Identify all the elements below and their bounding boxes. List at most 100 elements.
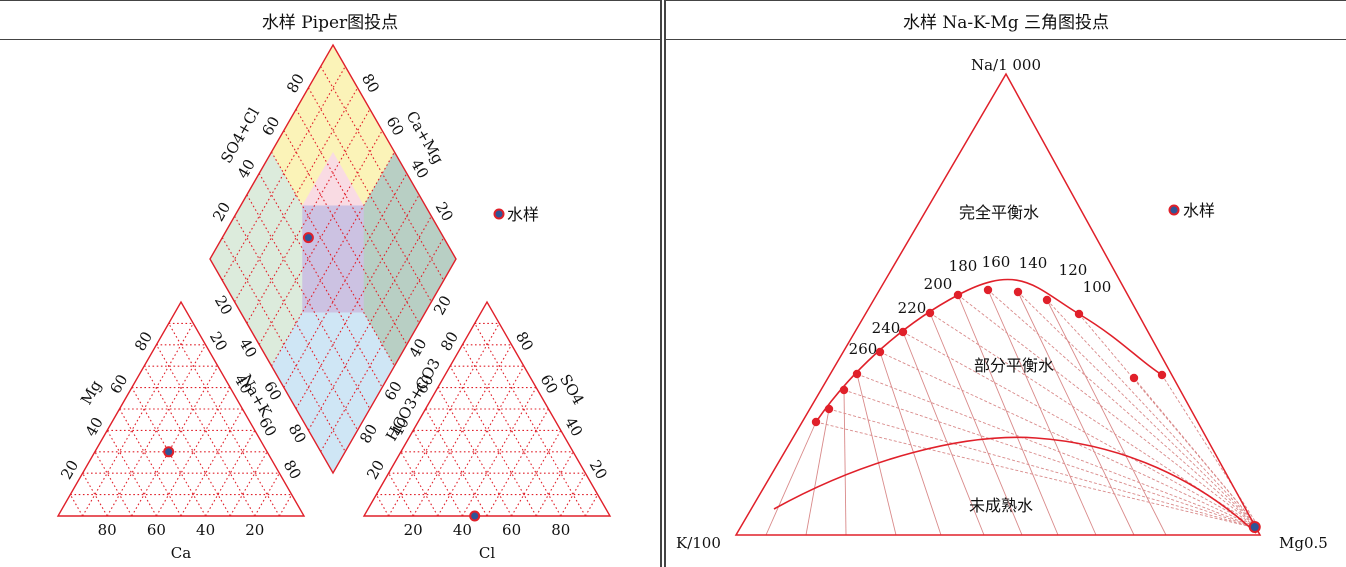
equilibrium-point bbox=[925, 308, 935, 318]
piper-grid-lines bbox=[69, 66, 599, 517]
mg-tick-label: 40 bbox=[82, 414, 107, 440]
nakmg-legend: 水样 bbox=[1168, 201, 1215, 220]
cation-grid-l bbox=[168, 323, 280, 517]
isotherm-dashed-line bbox=[1046, 299, 1261, 530]
cation-grid-r bbox=[229, 451, 268, 517]
isotherm-solid-line bbox=[987, 289, 1097, 536]
cation-grid-r bbox=[131, 365, 219, 517]
equilibrium-point bbox=[839, 385, 849, 395]
hco3-tick-label: 20 bbox=[363, 457, 388, 483]
nak-tick-label: 80 bbox=[280, 457, 305, 483]
anion-grid-l bbox=[412, 430, 463, 517]
piper-panel-title: 水样 Piper图投点 bbox=[0, 0, 660, 40]
isotherm-lines bbox=[765, 289, 1261, 536]
so4cl-tick-label: 80 bbox=[283, 71, 308, 97]
isotherm-dashed-line bbox=[856, 373, 1261, 530]
anion-grid-l bbox=[474, 323, 586, 517]
anion-grid-l bbox=[400, 451, 439, 517]
equilibrium-curves bbox=[773, 278, 1257, 534]
so4cl-tick-label: 20 bbox=[209, 199, 234, 225]
full-equilibrium-curve bbox=[815, 278, 1163, 423]
anion-grid-r bbox=[486, 408, 549, 517]
nakmg-outline bbox=[734, 72, 1262, 536]
ca-tick-label: 60 bbox=[147, 521, 166, 539]
piper-panel: 水样 Piper图投点 20 20 80 20 80 20 20 80 20 20 40 40 60 40… bbox=[0, 0, 660, 567]
isotherm-solid-line bbox=[1017, 291, 1135, 536]
temperature-label: 120 bbox=[1059, 261, 1088, 279]
equilibrium-point bbox=[983, 285, 993, 295]
cl-tick-label: 20 bbox=[404, 521, 423, 539]
diamond-outline bbox=[209, 43, 457, 475]
vertex-k-label: K/100 bbox=[676, 534, 721, 552]
equilibrium-point bbox=[852, 369, 862, 379]
temperature-label: 200 bbox=[924, 275, 953, 293]
panel-divider-left bbox=[660, 0, 662, 567]
isotherm-solid-line bbox=[856, 373, 897, 536]
legend-sample-marker bbox=[493, 208, 505, 220]
immature-water-curve bbox=[773, 436, 1257, 534]
legend-sample-marker bbox=[1168, 204, 1180, 216]
cation-grid-r bbox=[82, 323, 194, 517]
cation-grid-l bbox=[119, 408, 182, 517]
anion-grid-r bbox=[388, 323, 500, 517]
isotherm-dashed-line bbox=[902, 331, 1261, 530]
isotherm-dashed-line bbox=[828, 408, 1261, 530]
cation-grid-r bbox=[180, 408, 243, 517]
isotherm-dashed-line bbox=[843, 389, 1261, 530]
piper-outlines bbox=[56, 43, 612, 517]
temperature-label: 140 bbox=[1019, 254, 1048, 272]
cl-tick-label: 40 bbox=[453, 521, 472, 539]
temperature-label: 160 bbox=[982, 253, 1011, 271]
equilibrium-points bbox=[811, 285, 1167, 427]
so4cl-axis-label: SO4+Cl bbox=[217, 104, 263, 166]
anion-sample-point bbox=[469, 510, 481, 522]
equilibrium-point bbox=[1042, 295, 1052, 305]
mg-tick-label: 80 bbox=[131, 329, 156, 355]
equilibrium-point bbox=[1074, 309, 1084, 319]
isotherm-dashed-line bbox=[1078, 313, 1261, 530]
isotherm-solid-line bbox=[805, 408, 830, 536]
cation-grid-l bbox=[69, 494, 84, 517]
anion-grid-l bbox=[375, 494, 390, 517]
equilibrium-point bbox=[1129, 373, 1139, 383]
anion-grid-r bbox=[535, 451, 574, 517]
nakmg-sample-point bbox=[1248, 521, 1261, 533]
nakmg-panel-title: 水样 Na-K-Mg 三角图投点 bbox=[666, 0, 1346, 40]
mg-tick-label: 60 bbox=[106, 371, 131, 397]
piper-legend: 水样 bbox=[493, 205, 539, 224]
so4-tick-label: 40 bbox=[561, 414, 586, 440]
isotherm-solid-line bbox=[765, 421, 817, 536]
isotherm-solid-line bbox=[929, 312, 1023, 536]
cation-grid-r bbox=[278, 494, 293, 517]
nakmg-sample-marker bbox=[1248, 521, 1261, 533]
isotherm-solid-line bbox=[879, 351, 942, 536]
isotherm-dashed-line bbox=[1017, 291, 1261, 530]
anion-grid-l bbox=[425, 408, 488, 517]
temperature-label: 260 bbox=[849, 340, 878, 358]
equilibrium-point bbox=[1157, 370, 1167, 380]
so4-tick-label: 80 bbox=[512, 329, 537, 355]
nak-tick-label: 20 bbox=[206, 329, 231, 355]
temperature-label: 240 bbox=[872, 319, 901, 337]
isotherm-dashed-line bbox=[879, 351, 1261, 530]
anion-outline bbox=[362, 300, 612, 517]
legend-sample-label: 水样 bbox=[1183, 201, 1215, 220]
mg-axis-label: Mg bbox=[77, 377, 105, 408]
ca-axis-label: Ca bbox=[171, 544, 191, 562]
isotherm-solid-line bbox=[1046, 299, 1167, 536]
ca-tick-label: 20 bbox=[245, 521, 264, 539]
anion-grid-l bbox=[449, 365, 537, 517]
temperature-label: 180 bbox=[949, 257, 978, 275]
anion-grid-r bbox=[412, 344, 513, 517]
equilibrium-point bbox=[811, 417, 821, 427]
isotherm-dashed-line bbox=[1133, 377, 1261, 530]
vertex-na-label: Na/1 000 bbox=[971, 56, 1041, 74]
equilibrium-point bbox=[1013, 287, 1023, 297]
cation-grid-l bbox=[94, 451, 133, 517]
anion-grid-r bbox=[584, 494, 599, 517]
camg-tick-label: 80 bbox=[358, 71, 383, 97]
piper-sample-points bbox=[163, 232, 481, 522]
cl-tick-label: 80 bbox=[551, 521, 570, 539]
